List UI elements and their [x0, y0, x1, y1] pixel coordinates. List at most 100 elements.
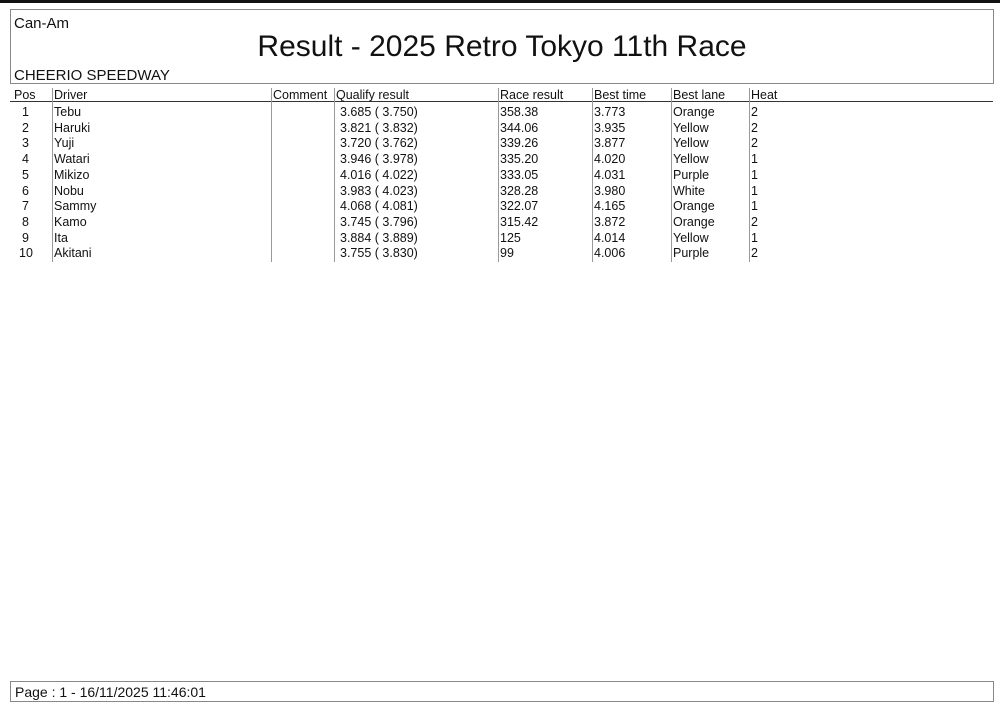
cell-race-result: 339.26 — [500, 136, 539, 151]
cell-qualify-result: 3.720 ( 3.762) — [340, 136, 418, 151]
cell-driver: Nobu — [54, 183, 84, 198]
table-row: 7 Sammy 4.068 ( 4.081) 322.07 4.165 Orange 1 — [0, 199, 1000, 215]
cell-qualify-result: 3.745 ( 3.796) — [340, 214, 418, 229]
cell-driver: Akitani — [54, 246, 92, 261]
cell-heat: 2 — [751, 214, 758, 229]
cell-heat: 1 — [751, 230, 758, 245]
table-row: 3 Yuji 3.720 ( 3.762) 339.26 3.877 Yellow 2 — [0, 136, 1000, 152]
cell-best-lane: Yellow — [673, 136, 709, 151]
cell-best-time: 4.006 — [594, 246, 626, 261]
cell-qualify-result: 3.983 ( 4.023) — [340, 183, 418, 198]
cell-driver: Watari — [54, 152, 90, 167]
table-header — [10, 88, 993, 102]
cell-driver: Ita — [54, 230, 68, 245]
cell-best-time: 3.935 — [594, 120, 626, 135]
cell-best-lane: Yellow — [673, 120, 709, 135]
report-header: Can-Am Result - 2025 Retro Tokyo 11th Ra… — [10, 9, 994, 84]
column-header-driver: Driver — [54, 88, 88, 102]
column-divider — [271, 88, 272, 262]
cell-qualify-result: 3.884 ( 3.889) — [340, 230, 418, 245]
cell-race-result: 328.28 — [500, 183, 539, 198]
cell-qualify-result: 3.946 ( 3.978) — [340, 152, 418, 167]
cell-qualify-result: 4.016 ( 4.022) — [340, 167, 418, 182]
cell-race-result: 344.06 — [500, 120, 539, 135]
venue-label: CHEERIO SPEEDWAY — [14, 67, 170, 84]
cell-driver: Kamo — [54, 214, 87, 229]
cell-heat: 2 — [751, 246, 758, 261]
cell-pos: 9 — [22, 230, 29, 245]
cell-heat: 1 — [751, 152, 758, 167]
page-info: Page : 1 - 16/11/2025 11:46:01 — [15, 684, 206, 700]
cell-pos: 5 — [22, 167, 29, 182]
cell-race-result: 99 — [500, 246, 514, 261]
cell-best-lane: Orange — [673, 105, 715, 119]
cell-pos: 4 — [22, 152, 29, 167]
cell-heat: 1 — [751, 199, 758, 214]
column-header-qualify-result: Qualify result — [336, 88, 409, 102]
column-header-comment: Comment — [273, 88, 328, 102]
cell-best-lane: Orange — [673, 214, 715, 229]
cell-best-lane: Yellow — [673, 230, 709, 245]
cell-qualify-result: 4.068 ( 4.081) — [340, 199, 418, 214]
cell-race-result: 335.20 — [500, 152, 539, 167]
table-row: 6 Nobu 3.983 ( 4.023) 328.28 3.980 White 1 — [0, 184, 1000, 200]
cell-pos: 10 — [19, 246, 33, 261]
cell-heat: 2 — [751, 120, 758, 135]
column-header-heat: Heat — [751, 88, 778, 102]
page-footer: Page : 1 - 16/11/2025 11:46:01 — [10, 681, 994, 702]
cell-race-result: 125 — [500, 230, 521, 245]
cell-best-lane: White — [673, 183, 705, 198]
page-title: Result - 2025 Retro Tokyo 11th Race — [257, 30, 747, 63]
column-divider — [592, 88, 593, 262]
cell-heat: 2 — [751, 105, 758, 119]
cell-best-lane: Orange — [673, 199, 715, 214]
cell-driver: Tebu — [54, 105, 82, 119]
cell-qualify-result: 3.685 ( 3.750) — [340, 105, 418, 119]
cell-race-result: 358.38 — [500, 105, 539, 119]
cell-pos: 8 — [22, 214, 29, 229]
cell-heat: 1 — [751, 183, 758, 198]
cell-pos: 6 — [22, 183, 29, 198]
cell-best-time: 4.165 — [594, 199, 626, 214]
cell-pos: 3 — [22, 136, 29, 151]
cell-best-time: 4.031 — [594, 167, 626, 182]
cell-driver: Mikizo — [54, 167, 90, 182]
cell-best-time: 4.020 — [594, 152, 626, 167]
cell-best-time: 4.014 — [594, 230, 626, 245]
cell-driver: Yuji — [54, 136, 75, 151]
table-row: 5 Mikizo 4.016 ( 4.022) 333.05 4.031 Purple 1 — [0, 168, 1000, 184]
column-header-pos: Pos — [14, 88, 36, 102]
column-header-race-result: Race result — [500, 88, 564, 102]
column-divider — [52, 88, 53, 262]
table-row: 1 Tebu 3.685 ( 3.750) 358.38 3.773 Orange 2 — [0, 105, 1000, 121]
column-header-best-time: Best time — [594, 88, 647, 102]
table-row: 9 Ita 3.884 ( 3.889) 125 4.014 Yellow 1 — [0, 231, 1000, 247]
cell-qualify-result: 3.755 ( 3.830) — [340, 246, 418, 261]
cell-pos: 1 — [22, 105, 29, 119]
cell-qualify-result: 3.821 ( 3.832) — [340, 120, 418, 135]
column-divider — [498, 88, 499, 262]
column-header-best-lane: Best lane — [673, 88, 726, 102]
column-divider — [749, 88, 750, 262]
cell-best-lane: Yellow — [673, 152, 709, 167]
column-divider — [671, 88, 672, 262]
cell-heat: 2 — [751, 136, 758, 151]
cell-race-result: 333.05 — [500, 167, 539, 182]
cell-heat: 1 — [751, 167, 758, 182]
cell-driver: Sammy — [54, 199, 97, 214]
table-row: 4 Watari 3.946 ( 3.978) 335.20 4.020 Yellow 1 — [0, 152, 1000, 168]
table-row: 10 Akitani 3.755 ( 3.830) 99 4.006 Purple 2 — [0, 246, 1000, 262]
table-row: 2 Haruki 3.821 ( 3.832) 344.06 3.935 Yellow 2 — [0, 121, 1000, 137]
cell-race-result: 322.07 — [500, 199, 539, 214]
cell-pos: 2 — [22, 120, 29, 135]
cell-best-time: 3.980 — [594, 183, 626, 198]
cell-best-lane: Purple — [673, 167, 710, 182]
cell-race-result: 315.42 — [500, 214, 539, 229]
cell-best-time: 3.872 — [594, 214, 626, 229]
cell-best-time: 3.773 — [594, 105, 626, 119]
cell-best-lane: Purple — [673, 246, 710, 261]
cell-pos: 7 — [22, 199, 29, 214]
cell-driver: Haruki — [54, 120, 91, 135]
category-label: Can-Am — [14, 15, 70, 32]
table-row: 8 Kamo 3.745 ( 3.796) 315.42 3.872 Orange 2 — [0, 215, 1000, 231]
